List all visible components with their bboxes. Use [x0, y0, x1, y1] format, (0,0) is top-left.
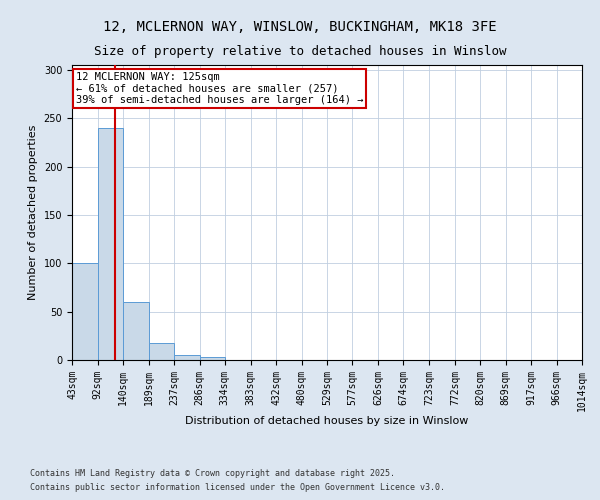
Bar	[174, 355, 200, 360]
Bar	[149, 342, 174, 360]
Text: Size of property relative to detached houses in Winslow: Size of property relative to detached ho…	[94, 45, 506, 58]
Bar	[123, 302, 149, 360]
Text: 12, MCLERNON WAY, WINSLOW, BUCKINGHAM, MK18 3FE: 12, MCLERNON WAY, WINSLOW, BUCKINGHAM, M…	[103, 20, 497, 34]
Y-axis label: Number of detached properties: Number of detached properties	[28, 125, 38, 300]
Text: Contains HM Land Registry data © Crown copyright and database right 2025.: Contains HM Land Registry data © Crown c…	[30, 468, 395, 477]
Text: 12 MCLERNON WAY: 125sqm
← 61% of detached houses are smaller (257)
39% of semi-d: 12 MCLERNON WAY: 125sqm ← 61% of detache…	[76, 72, 363, 105]
Text: Contains public sector information licensed under the Open Government Licence v3: Contains public sector information licen…	[30, 484, 445, 492]
Bar	[200, 357, 225, 360]
Bar	[98, 128, 123, 360]
Bar	[72, 264, 98, 360]
X-axis label: Distribution of detached houses by size in Winslow: Distribution of detached houses by size …	[185, 416, 469, 426]
